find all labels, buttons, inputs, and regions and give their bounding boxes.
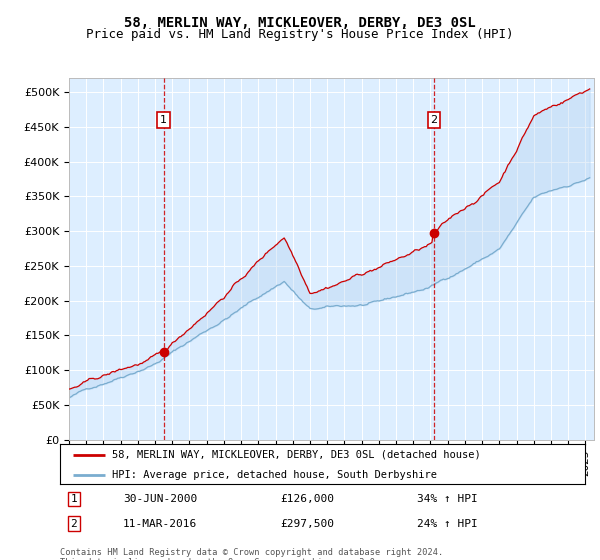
Text: 1: 1 — [160, 115, 167, 125]
Text: 34% ↑ HPI: 34% ↑ HPI — [417, 494, 478, 504]
Text: £297,500: £297,500 — [281, 519, 335, 529]
Text: HPI: Average price, detached house, South Derbyshire: HPI: Average price, detached house, Sout… — [113, 470, 437, 480]
Text: 24% ↑ HPI: 24% ↑ HPI — [417, 519, 478, 529]
Text: Price paid vs. HM Land Registry's House Price Index (HPI): Price paid vs. HM Land Registry's House … — [86, 28, 514, 41]
Text: 58, MERLIN WAY, MICKLEOVER, DERBY, DE3 0SL (detached house): 58, MERLIN WAY, MICKLEOVER, DERBY, DE3 0… — [113, 450, 481, 460]
Text: 30-JUN-2000: 30-JUN-2000 — [123, 494, 197, 504]
Text: 58, MERLIN WAY, MICKLEOVER, DERBY, DE3 0SL: 58, MERLIN WAY, MICKLEOVER, DERBY, DE3 0… — [124, 16, 476, 30]
Text: 2: 2 — [430, 115, 437, 125]
Text: 11-MAR-2016: 11-MAR-2016 — [123, 519, 197, 529]
Text: 1: 1 — [71, 494, 77, 504]
Text: 2: 2 — [71, 519, 77, 529]
Text: £126,000: £126,000 — [281, 494, 335, 504]
Text: Contains HM Land Registry data © Crown copyright and database right 2024.
This d: Contains HM Land Registry data © Crown c… — [60, 548, 443, 560]
